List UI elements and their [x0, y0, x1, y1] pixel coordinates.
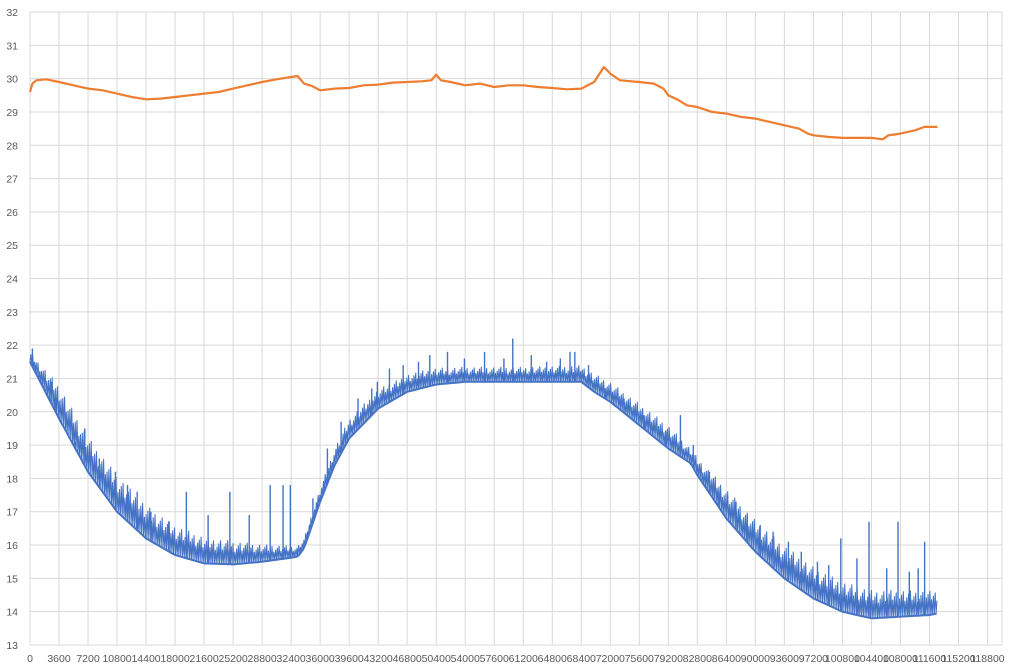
- y-tick-label: 26: [6, 207, 18, 219]
- x-tick-label: 7200: [76, 653, 100, 665]
- x-tick-label: 86400: [712, 653, 741, 665]
- y-tick-label: 15: [6, 573, 18, 585]
- x-tick-label: 111600: [913, 653, 947, 665]
- y-tick-label: 24: [6, 274, 18, 286]
- y-tick-label: 18: [6, 473, 18, 485]
- series-lines: [28, 65, 938, 620]
- x-axis-tick-labels: 0 3600 7200 10800 14400 18000 21600 25200 28800 3…: [27, 653, 1005, 665]
- x-tick-label: 104400: [854, 653, 889, 665]
- series-line-blue-envelope: [29, 361, 937, 620]
- x-tick-label: 108000: [883, 653, 918, 665]
- x-tick-label: 14400: [131, 653, 160, 665]
- gridlines: [29, 11, 1003, 646]
- y-tick-label: 16: [6, 540, 18, 552]
- y-tick-label: 28: [6, 140, 18, 152]
- x-tick-label: 18000: [160, 653, 189, 665]
- x-tick-label: 90000: [741, 653, 770, 665]
- x-tick-label: 39600: [335, 653, 364, 665]
- x-tick-label: 43200: [364, 653, 393, 665]
- x-tick-label: 0: [27, 653, 33, 665]
- y-tick-label: 14: [6, 607, 18, 619]
- x-tick-label: 72000: [596, 653, 625, 665]
- x-tick-label: 25200: [219, 653, 248, 665]
- y-tick-label: 30: [6, 74, 18, 86]
- y-tick-label: 22: [6, 340, 18, 352]
- x-tick-label: 115200: [941, 653, 975, 665]
- y-tick-label: 17: [6, 507, 18, 519]
- y-tick-label: 23: [6, 307, 18, 319]
- series-line-orange: [28, 65, 938, 141]
- x-tick-label: 3600: [47, 653, 71, 665]
- x-tick-label: 61200: [509, 653, 538, 665]
- x-tick-label: 100800: [825, 653, 860, 665]
- x-tick-label: 97200: [799, 653, 828, 665]
- y-tick-label: 13: [6, 640, 18, 652]
- x-tick-label: 10800: [102, 653, 131, 665]
- x-tick-label: 54000: [451, 653, 480, 665]
- x-tick-label: 32400: [277, 653, 306, 665]
- y-tick-label: 21: [6, 373, 18, 385]
- y-tick-label: 31: [6, 40, 18, 52]
- y-tick-label: 27: [6, 174, 18, 186]
- x-tick-label: 93600: [770, 653, 799, 665]
- x-tick-label: 21600: [189, 653, 218, 665]
- x-tick-label: 118800: [970, 653, 1004, 665]
- x-tick-label: 68400: [567, 653, 596, 665]
- x-tick-label: 75600: [625, 653, 654, 665]
- series-line-blue: [29, 354, 938, 619]
- x-tick-label: 79200: [654, 653, 683, 665]
- x-tick-label: 64800: [538, 653, 567, 665]
- y-tick-label: 25: [6, 240, 18, 252]
- x-tick-label: 46800: [393, 653, 422, 665]
- y-tick-label: 29: [6, 107, 18, 119]
- x-tick-label: 36000: [306, 653, 335, 665]
- x-tick-label: 50400: [422, 653, 451, 665]
- x-tick-label: 57600: [480, 653, 509, 665]
- y-axis-tick-labels: 13 14 15 16 17 18 19 20 21 22 23 24 25 26 27 28 29 30 31 32: [6, 7, 18, 652]
- y-tick-label: 20: [6, 407, 18, 419]
- y-tick-label: 19: [6, 440, 18, 452]
- x-tick-label: 28800: [248, 653, 277, 665]
- y-tick-label: 32: [6, 7, 18, 19]
- x-tick-label: 82800: [683, 653, 712, 665]
